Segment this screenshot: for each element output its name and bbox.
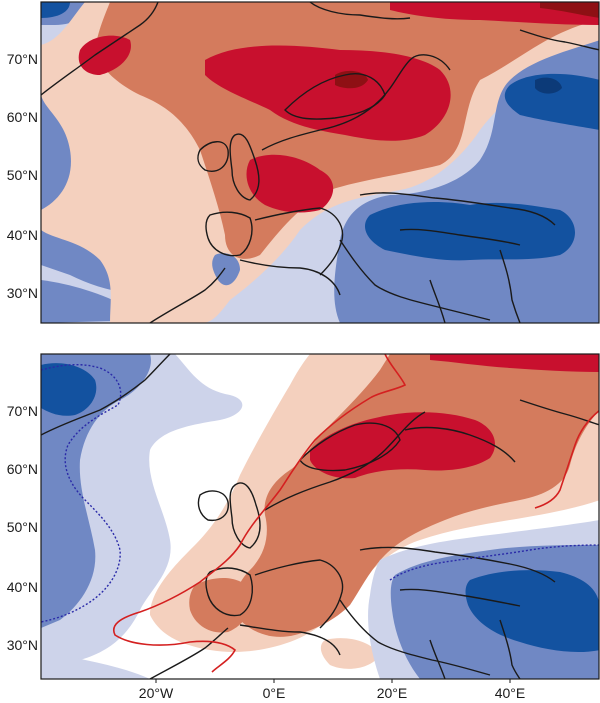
top-northwest-darkblue-field (41, 2, 70, 18)
top-east-navy-field (535, 77, 562, 94)
top-map-canvas (40, 1, 600, 324)
top-central-red-field (246, 154, 334, 213)
bottom-map-canvas (40, 353, 600, 683)
bottom-coastlines (41, 354, 599, 679)
bottom-west-darkblue-field (41, 363, 97, 416)
bottom-lat-label-40: 40°N (6, 579, 38, 595)
bottom-southeast-blue-field (427, 638, 480, 672)
top-northeast-darkred-field (540, 2, 599, 18)
bottom-orange-field (234, 354, 599, 637)
bottom-blue-contour-east (389, 544, 599, 581)
top-map-panel: 70°N 60°N 50°N 40°N 30°N (0, 0, 600, 330)
top-lat-label-30: 30°N (6, 285, 38, 301)
top-iberia-blue-field (212, 253, 240, 286)
bottom-lon-label-20e: 20°E (376, 685, 408, 701)
top-lat-label-40: 40°N (6, 227, 38, 243)
top-lat-label-70: 70°N (6, 51, 38, 67)
bottom-blue-contour-west (41, 363, 122, 623)
bottom-lon-label-20w: 20°W (138, 685, 174, 701)
bottom-north-red-field (430, 354, 599, 372)
bottom-lat-label-70: 70°N (6, 403, 38, 419)
top-scandinavia-red-field (205, 45, 451, 141)
top-lat-label-60: 60°N (6, 109, 38, 125)
top-map-frame (40, 1, 600, 324)
bottom-iberia-orange-field (189, 578, 252, 633)
bottom-red-contour-east (534, 409, 599, 509)
bottom-southeast-lightorange-field (320, 638, 380, 669)
top-coastlines (41, 2, 599, 323)
bottom-red-contour-line (113, 354, 407, 673)
top-southeast-darkblue-field (365, 202, 575, 261)
top-east-darkblue-field (504, 73, 599, 130)
bottom-map-panel: 70°N 60°N 50°N 40°N 30°N 20°W 0°E 20°E 4… (0, 350, 600, 703)
top-greenland-red-field (78, 35, 131, 75)
bottom-lon-label-40e: 40°E (494, 685, 526, 701)
bottom-lat-label-60: 60°N (6, 461, 38, 477)
bottom-east-darkblue-field (465, 570, 599, 652)
bottom-west-lightblue-field (41, 354, 243, 662)
top-lat-label-50: 50°N (6, 167, 38, 183)
bottom-southwest-lightblue-field (41, 650, 150, 679)
bottom-lat-label-50: 50°N (6, 519, 38, 535)
bottom-map-frame (40, 353, 600, 680)
bottom-lat-label-30: 30°N (6, 637, 38, 653)
bottom-lon-label-0e: 0°E (262, 685, 286, 701)
